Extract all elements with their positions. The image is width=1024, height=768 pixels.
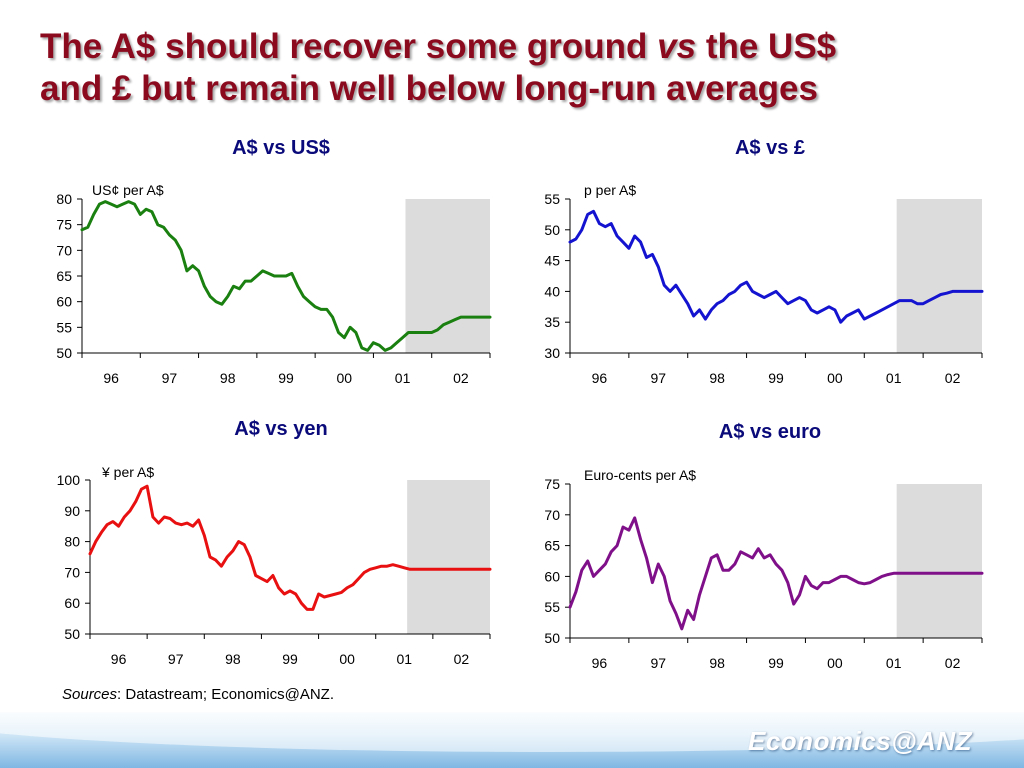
forecast-shade xyxy=(405,199,490,353)
x-tick-label: 96 xyxy=(592,370,608,386)
x-tick-label: 97 xyxy=(168,651,184,667)
title-line2: and £ but remain well below long-run ave… xyxy=(40,69,818,108)
x-tick-label: 98 xyxy=(709,370,725,386)
x-tick-label: 02 xyxy=(945,655,961,671)
y-tick-label: 55 xyxy=(56,319,72,335)
x-tick-label: 01 xyxy=(396,651,412,667)
x-tick-label: 01 xyxy=(395,370,411,386)
x-tick-label: 99 xyxy=(768,370,784,386)
chart-title-yen: A$ vs yen xyxy=(234,418,328,440)
x-tick-label: 97 xyxy=(650,655,666,671)
y-tick-label: 55 xyxy=(544,599,560,615)
sources-text: : Datastream; Economics@ANZ. xyxy=(117,686,334,703)
brand-logo: Economics@ANZ xyxy=(748,726,972,756)
chart-title-usd: A$ vs US$ xyxy=(232,137,330,159)
y-tick-label: 55 xyxy=(544,191,560,207)
x-tick-label: 96 xyxy=(111,651,127,667)
y-tick-label: 70 xyxy=(544,507,560,523)
x-tick-label: 02 xyxy=(454,651,470,667)
unit-label: US¢ per A$ xyxy=(92,182,164,198)
chart-aud-yen: 50 60 70 80 90 100 96 97 98 99 00 01 02 ¥ per A$ xyxy=(57,464,492,667)
footer-band: Economics@ANZ xyxy=(0,712,1024,768)
x-tick-label: 96 xyxy=(592,655,608,671)
series-line xyxy=(568,209,984,324)
title-vs: vs xyxy=(657,27,697,66)
y-tick-label: 75 xyxy=(544,476,560,492)
y-tick-label: 30 xyxy=(544,345,560,361)
y-tick-label: 60 xyxy=(544,568,560,584)
x-tick-label: 00 xyxy=(827,370,843,386)
x-tick-label: 02 xyxy=(945,370,961,386)
x-tick-label: 97 xyxy=(650,370,666,386)
title-part2: the US$ xyxy=(696,27,837,66)
unit-label: p per A$ xyxy=(584,182,636,198)
chart-aud-usd: 50 55 60 65 70 75 80 96 97 98 99 00 01 02 US¢ per A$ xyxy=(56,182,492,386)
y-tick-label: 50 xyxy=(544,630,560,646)
y-tick-label: 40 xyxy=(544,283,560,299)
forecast-shade xyxy=(407,480,490,634)
y-tick-label: 35 xyxy=(544,314,560,330)
unit-label: ¥ per A$ xyxy=(101,464,154,480)
x-tick-label: 97 xyxy=(162,370,178,386)
y-tick-label: 50 xyxy=(544,222,560,238)
x-tick-label: 98 xyxy=(709,655,725,671)
y-tick-label: 50 xyxy=(64,626,80,642)
x-tick-label: 96 xyxy=(103,370,119,386)
chart-title-gbp: A$ vs £ xyxy=(734,137,806,159)
y-tick-label: 80 xyxy=(64,534,80,550)
y-tick-label: 65 xyxy=(56,268,72,284)
y-tick-label: 50 xyxy=(56,345,72,361)
y-tick-label: 80 xyxy=(56,191,72,207)
x-tick-label: 99 xyxy=(282,651,298,667)
x-tick-label: 00 xyxy=(827,655,843,671)
x-tick-label: 01 xyxy=(886,655,902,671)
y-tick-label: 45 xyxy=(544,253,560,269)
sources-note: Sources: Datastream; Economics@ANZ. xyxy=(62,686,334,703)
chart-aud-gbp: 30 35 40 45 50 55 96 97 98 99 00 01 02 p per A$ xyxy=(544,182,984,386)
unit-label: Euro-cents per A$ xyxy=(584,467,696,483)
x-tick-label: 00 xyxy=(336,370,352,386)
y-tick-label: 60 xyxy=(56,294,72,310)
forecast-shade xyxy=(896,484,982,638)
x-tick-label: 02 xyxy=(453,370,469,386)
x-tick-label: 01 xyxy=(886,370,902,386)
y-tick-label: 100 xyxy=(57,472,81,488)
y-tick-label: 75 xyxy=(56,217,72,233)
x-tick-label: 00 xyxy=(339,651,355,667)
series-line xyxy=(80,200,492,352)
slide-title: The A$ should recover some ground vs the… xyxy=(40,26,1000,110)
series-line xyxy=(88,484,492,611)
x-tick-label: 99 xyxy=(768,655,784,671)
x-tick-label: 98 xyxy=(220,370,236,386)
x-tick-label: 99 xyxy=(278,370,294,386)
series-line xyxy=(568,516,984,631)
chart-title-euro: A$ vs euro xyxy=(718,421,822,443)
y-tick-label: 70 xyxy=(64,564,80,580)
forecast-shade xyxy=(896,199,982,353)
y-tick-label: 60 xyxy=(64,595,80,611)
x-tick-label: 98 xyxy=(225,651,241,667)
y-tick-label: 70 xyxy=(56,242,72,258)
y-tick-label: 90 xyxy=(64,503,80,519)
chart-aud-euro: 50 55 60 65 70 75 96 97 98 99 00 01 02 Euro-cents per… xyxy=(544,467,984,671)
title-part1: The A$ should recover some ground xyxy=(40,27,658,66)
sources-label: Sources xyxy=(62,686,118,703)
y-tick-label: 65 xyxy=(544,538,560,554)
